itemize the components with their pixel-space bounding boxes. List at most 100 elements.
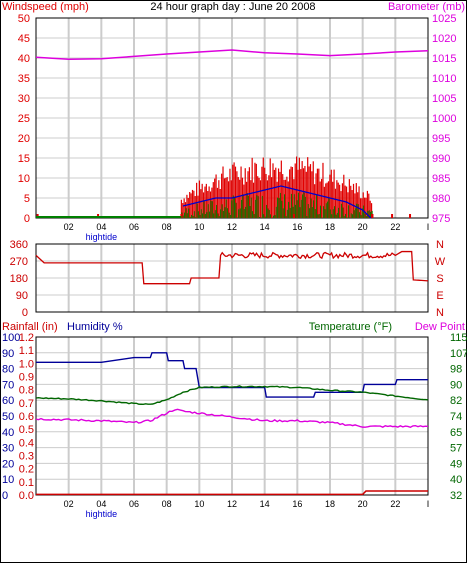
wind-right-label: Barometer (mb): [388, 1, 465, 13]
rain-tick: 0.6: [19, 411, 34, 423]
rain-tick: 0.2: [19, 464, 34, 476]
dir-left-tick: 0: [22, 307, 28, 319]
dir-right-label: W: [435, 256, 446, 268]
wind-right-tick: 995: [432, 133, 450, 145]
dir-right-label: S: [436, 273, 443, 285]
wind-left-tick: 40: [18, 53, 30, 65]
humidity-tick: 20: [2, 458, 14, 470]
rain-tick: 0.4: [19, 437, 34, 449]
temperature-label: Temperature (°F): [309, 321, 392, 333]
wind-x-label: hightide: [86, 232, 118, 242]
humidity-line: [36, 352, 428, 398]
rain-tick: 0.8: [19, 385, 34, 397]
rain-tick: 1.1: [19, 345, 34, 357]
rain-tick: 1.0: [19, 358, 34, 370]
wind-left-tick: 35: [18, 73, 30, 85]
wind-left-tick: 30: [18, 93, 30, 105]
humidity-tick: 60: [2, 395, 14, 407]
wind-x-tick: 20: [358, 222, 368, 232]
rain-tick: 0.9: [19, 372, 34, 384]
temp-tick: 49: [450, 458, 462, 470]
clim-x-tick: 12: [227, 499, 237, 509]
wind-right-tick: 1005: [432, 93, 456, 105]
humidity-tick: 40: [2, 427, 14, 439]
humidity-tick: 80: [2, 364, 14, 376]
wind-left-tick: 10: [18, 173, 30, 185]
wind-right-tick: 1020: [432, 33, 456, 45]
temp-tick: 40: [450, 474, 462, 486]
wind-x-tick: 10: [194, 222, 204, 232]
rainfall-label: Rainfall (in): [2, 321, 58, 333]
wind-right-tick: 985: [432, 173, 450, 185]
wind-x-tick: 04: [96, 222, 106, 232]
dir-left-tick: 270: [10, 256, 28, 268]
temp-tick: 98: [450, 364, 462, 376]
wind-right-tick: 975: [432, 213, 450, 225]
wind-left-tick: 25: [18, 113, 30, 125]
rainfall-line: [36, 490, 428, 496]
dir-plot-area: [35, 243, 429, 313]
dir-right-label: N: [436, 307, 444, 319]
wind-x-tick: 08: [162, 222, 172, 232]
wind-left-tick: 15: [18, 153, 30, 165]
clim-x-label: hightide: [86, 509, 118, 519]
clim-x-tick: 14: [260, 499, 270, 509]
temp-tick: 90: [450, 379, 462, 391]
barometer-line: [35, 49, 429, 60]
wind-right-tick: 1000: [432, 113, 456, 125]
temp-tick: 107: [450, 348, 467, 360]
humidity-tick: 90: [2, 348, 14, 360]
temperature-line: [35, 385, 429, 406]
dir-left-tick: 180: [10, 273, 28, 285]
wind-x-tick: 14: [260, 222, 270, 232]
wind-x-tick: 02: [64, 222, 74, 232]
temp-tick: 65: [450, 427, 462, 439]
temp-tick: 57: [450, 443, 462, 455]
wind-x-tick: I: [427, 222, 430, 232]
wind-right-tick: 1015: [432, 53, 456, 65]
dir-right-label: N: [436, 239, 444, 251]
humidity-tick: 70: [2, 379, 14, 391]
wind-left-label: Windspeed (mph): [2, 1, 89, 13]
humidity-tick: 10: [2, 474, 14, 486]
wind-x-tick: 12: [227, 222, 237, 232]
wind-direction-line: [35, 250, 429, 285]
clim-x-tick: I: [427, 499, 430, 509]
dewpoint-label: Dew Point: [415, 321, 465, 333]
clim-x-tick: 18: [325, 499, 335, 509]
wind-left-tick: 5: [24, 193, 30, 205]
wind-left-tick: 20: [18, 133, 30, 145]
rain-tick: 0.5: [19, 424, 34, 436]
wind-right-tick: 980: [432, 193, 450, 205]
dir-right-label: E: [436, 290, 443, 302]
wind-x-tick: 06: [129, 222, 139, 232]
humidity-tick: 0: [2, 490, 8, 502]
clim-x-tick: 20: [358, 499, 368, 509]
temp-tick: 82: [450, 395, 462, 407]
wind-left-tick: 45: [18, 33, 30, 45]
clim-x-tick: 04: [96, 499, 106, 509]
rain-tick: 0.0: [19, 490, 34, 502]
clim-x-tick: 06: [129, 499, 139, 509]
clim-x-tick: 08: [162, 499, 172, 509]
dir-left-tick: 360: [10, 239, 28, 251]
rain-tick: 0.1: [19, 477, 34, 489]
wind-right-tick: 990: [432, 153, 450, 165]
rain-tick: 1.2: [19, 332, 34, 344]
temp-tick: 74: [450, 411, 462, 423]
clim-x-tick: 10: [194, 499, 204, 509]
humidity-tick: 30: [2, 443, 14, 455]
wind-left-tick: 0: [24, 213, 30, 225]
avg-wind-line: [182, 185, 372, 219]
chart-title: 24 hour graph day : June 20 2008: [150, 1, 315, 13]
humidity-label: Humidity %: [67, 321, 123, 333]
wind-right-tick: 1025: [432, 13, 456, 25]
clim-x-tick: 16: [292, 499, 302, 509]
wind-x-tick: 18: [325, 222, 335, 232]
wind-right-tick: 1010: [432, 73, 456, 85]
humidity-tick: 50: [2, 411, 14, 423]
clim-x-tick: 02: [64, 499, 74, 509]
temp-tick: 115: [450, 332, 467, 344]
